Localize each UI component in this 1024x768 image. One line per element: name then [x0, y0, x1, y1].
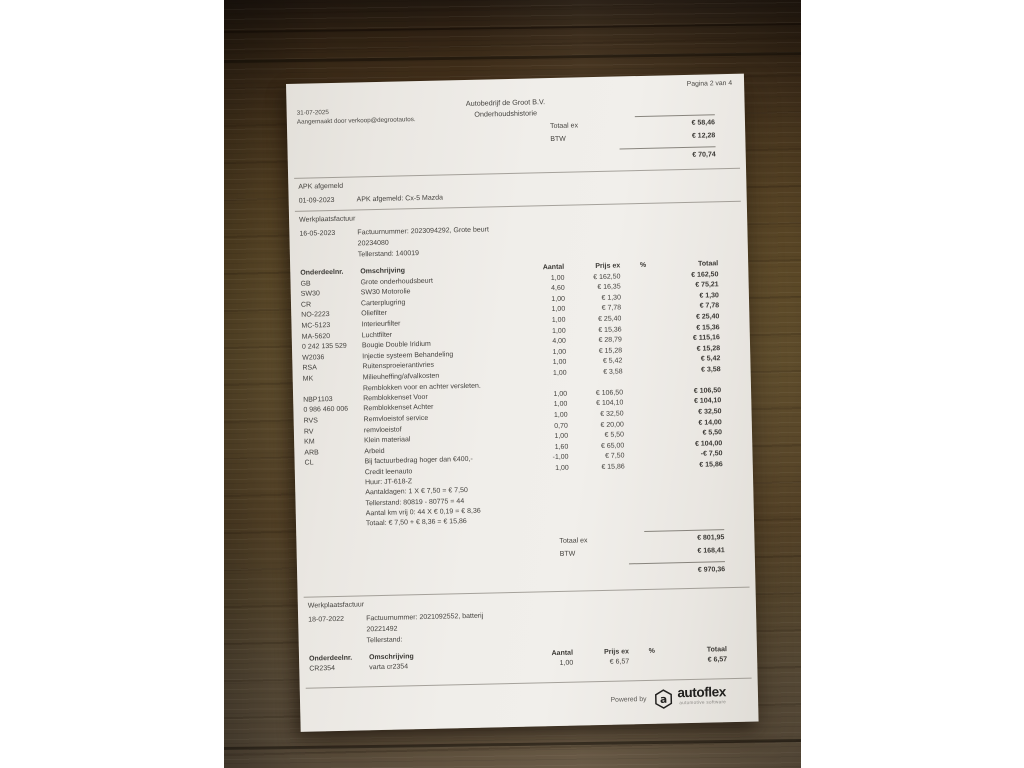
percent: [624, 441, 650, 442]
invoice-section-2: Werkplaatsfactuur 18-07-2022 Factuurnumm…: [308, 588, 728, 676]
totals-value: € 12,28: [691, 131, 716, 140]
percent: [623, 388, 649, 389]
line-total: € 15,86: [699, 461, 723, 469]
page-indicator: Pagina 2 van 4: [686, 79, 733, 88]
line-total: € 3,58: [701, 366, 721, 374]
percent: [623, 377, 649, 378]
document-header: 31-07-2025 Aangemaakt door verkoop@degro…: [296, 80, 733, 177]
percent: [621, 303, 647, 304]
grand-total-row: € 970,36: [560, 564, 725, 580]
percent: [624, 451, 650, 452]
autoflex-logo-icon: a: [655, 688, 673, 709]
percent: [624, 430, 650, 431]
percent: [623, 367, 649, 368]
quantity: 1,00: [555, 464, 569, 472]
entry-date: 01-09-2023: [298, 196, 335, 205]
part-number: MK: [302, 375, 314, 383]
percent: [625, 462, 651, 463]
plank-seam: [224, 22, 801, 34]
percent: [623, 398, 649, 399]
brand-tagline: automotive software: [679, 699, 727, 706]
plank-seam: [224, 51, 801, 64]
grand-total-value: € 70,74: [692, 151, 716, 159]
totals-label: BTW: [550, 135, 566, 143]
invoice-meta: 16-05-2023 Factuurnummer: 2023094292, Gr…: [299, 218, 718, 265]
invoice-date: 18-07-2022: [308, 615, 345, 624]
percent: [624, 419, 650, 420]
percent: [621, 282, 647, 283]
totals-label: Totaal ex: [559, 537, 588, 546]
created-info: 31-07-2025 Aangemaakt door verkoop@degro…: [297, 106, 416, 127]
invoice-date: 16-05-2023: [299, 229, 336, 238]
powered-by-label: Powered by: [610, 695, 647, 704]
maintenance-history-document: 31-07-2025 Aangemaakt door verkoop@degro…: [286, 73, 759, 732]
grand-total-value: € 970,36: [697, 566, 726, 574]
totals-value: € 168,41: [697, 546, 725, 555]
percent: [622, 335, 648, 336]
percent: [623, 409, 649, 410]
percent: [622, 324, 648, 325]
carryover-totals: Totaal ex € 58,46 BTW € 12,28 € 70,74: [550, 112, 716, 165]
wooden-table-photo: 31-07-2025 Aangemaakt door verkoop@degro…: [224, 0, 801, 768]
company-block: Autobedrijf de Groot B.V. Onderhoudshist…: [466, 97, 546, 120]
created-by: Aangemaakt door verkoop@degrootautos.: [296, 116, 416, 126]
totals-value: € 801,95: [697, 534, 725, 542]
description: Credit leenauto Huur: JT-618-Z Aantaldag…: [364, 468, 481, 528]
invoice-lines: GB Grote onderhoudsbeurt 1,00 € 162,50 €…: [300, 270, 724, 531]
invoice-meta: 18-07-2022 Factuurnummer: 2021092552, ba…: [308, 604, 727, 651]
col-pct: %: [639, 261, 647, 270]
document-footer: Powered by a autoflex automotive softwar…: [310, 679, 729, 717]
totals-value: € 58,46: [691, 119, 716, 127]
col-pct: %: [648, 647, 656, 655]
totals-label: BTW: [559, 550, 576, 558]
brand-text: autoflex automotive software: [677, 684, 727, 709]
invoice-meta-lines: Factuurnummer: 2021092552, batterij 2022…: [366, 605, 727, 646]
quantity: 1,00: [552, 369, 567, 377]
percent: [622, 356, 648, 357]
invoice-totals: Totaal ex € 801,95 BTW € 168,41 € 970,36: [559, 529, 725, 580]
percent: [621, 293, 647, 294]
percent: [622, 346, 648, 347]
plank-seam: [224, 738, 801, 751]
grand-total-row: € 70,74: [551, 149, 716, 165]
document-title: Onderhoudshistorie: [474, 107, 538, 119]
percent: [621, 314, 647, 315]
table-row: Credit leenauto Huur: JT-618-Z Aantaldag…: [305, 460, 724, 531]
unit-price: € 3,58: [603, 368, 623, 376]
totals-label: Totaal ex: [549, 122, 579, 131]
unit-price: € 15,86: [601, 463, 625, 471]
invoice-meta-lines: Factuurnummer: 2023094292, Grote beurt 2…: [357, 219, 718, 260]
svg-text:a: a: [660, 693, 667, 705]
part-number: CL: [304, 459, 314, 467]
invoice-section-1: Werkplaatsfactuur 16-05-2023 Factuurnumm…: [299, 202, 725, 586]
